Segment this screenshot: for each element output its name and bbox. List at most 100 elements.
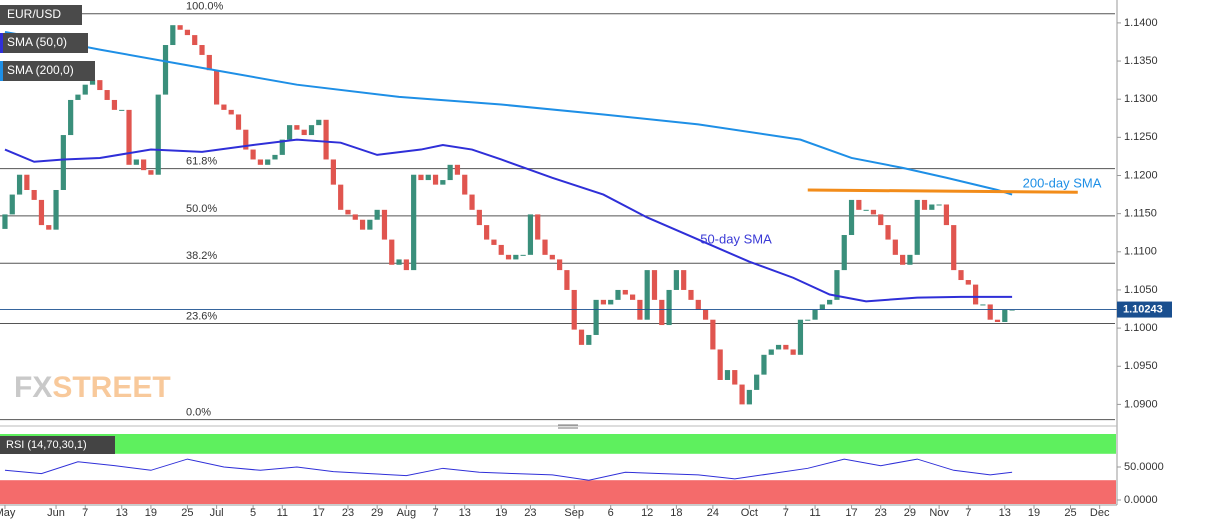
- candle-body: [827, 299, 833, 305]
- candle-body: [31, 189, 37, 200]
- candle-body: [345, 209, 351, 215]
- legend-swatch: [0, 61, 3, 81]
- x-tick-label: 13: [459, 507, 471, 519]
- y-tick-label: 1.1300: [1124, 93, 1158, 105]
- candle-body: [192, 35, 198, 46]
- candle-body: [586, 334, 592, 345]
- candle-body: [352, 214, 358, 220]
- x-tick-label: Oct: [741, 507, 758, 519]
- x-tick-label: 23: [875, 507, 887, 519]
- candle-body: [564, 270, 570, 290]
- candle-body: [403, 259, 409, 271]
- candle-body: [126, 109, 132, 165]
- sma-line: [4, 138, 1013, 303]
- last-price-label: 1.10243: [1123, 303, 1163, 315]
- x-tick-label: 7: [965, 507, 971, 519]
- x-tick-label: 23: [524, 507, 536, 519]
- candle-body: [841, 235, 847, 271]
- candle-body: [746, 389, 752, 405]
- candle-body: [856, 199, 862, 210]
- candle-body: [199, 45, 205, 55]
- x-tick-label: 17: [845, 507, 857, 519]
- x-tick-label: 12: [641, 507, 653, 519]
- candle-body: [89, 80, 96, 85]
- x-tick-label: 5: [250, 507, 256, 519]
- rsi-tick-label: 0.0000: [1124, 494, 1158, 506]
- candle-body: [921, 199, 928, 210]
- candle-body: [848, 199, 855, 236]
- candle-body: [739, 384, 745, 405]
- legend-label: EUR/USD: [7, 7, 61, 21]
- candle-body: [221, 104, 227, 110]
- candle-body: [418, 174, 424, 181]
- candle-body: [68, 99, 74, 136]
- x-tick-label: 7: [432, 507, 438, 519]
- legend-label: SMA (200,0): [7, 63, 74, 77]
- candle-body: [476, 209, 482, 226]
- candle-body: [812, 309, 818, 320]
- oversold-zone: [0, 480, 1116, 504]
- y-tick-label: 1.1100: [1124, 246, 1157, 258]
- candle-body: [629, 294, 636, 300]
- candle-body: [557, 259, 563, 271]
- candle-body: [432, 174, 439, 185]
- candle-body: [2, 214, 8, 229]
- candle-body: [425, 174, 431, 181]
- candle-body: [148, 170, 154, 175]
- candle-body: [505, 254, 512, 260]
- candle-body: [170, 25, 176, 46]
- candle-body: [754, 374, 760, 390]
- candle-body: [316, 119, 322, 126]
- candle-body: [82, 84, 88, 95]
- x-tick-label: Dec: [1090, 507, 1110, 519]
- overbought-zone: [0, 434, 1116, 454]
- candle-body: [863, 209, 869, 211]
- last-price-box: [1117, 301, 1172, 318]
- candle-body: [462, 174, 468, 195]
- candle-body: [184, 29, 191, 36]
- rsi-tick-label: 50.0000: [1124, 461, 1164, 473]
- candle-body: [279, 139, 285, 155]
- candle-body: [929, 204, 935, 210]
- candle-body: [177, 25, 183, 30]
- candle-body: [38, 199, 45, 226]
- x-tick-label: May: [0, 507, 16, 519]
- rsi-line: [4, 458, 1013, 481]
- candle-body: [600, 299, 607, 305]
- candle-body: [870, 209, 877, 215]
- candle-body: [440, 180, 446, 185]
- candle-body: [622, 289, 628, 295]
- watermark-street: STREET: [52, 371, 170, 404]
- x-tick-label: 17: [313, 507, 325, 519]
- candle-body: [257, 159, 263, 165]
- candle-body: [732, 370, 738, 385]
- legend-swatch: [0, 33, 3, 53]
- candle-body: [535, 214, 541, 240]
- candle-body: [243, 129, 249, 150]
- candle-body: [60, 135, 66, 190]
- candle-body: [987, 304, 993, 320]
- candle-body: [162, 45, 169, 95]
- candle-body: [717, 349, 723, 380]
- candle-body: [469, 194, 475, 210]
- candle-body: [943, 204, 950, 226]
- candle-body: [330, 159, 336, 185]
- candle-body: [710, 319, 716, 350]
- candle-body: [374, 209, 380, 220]
- candle-body: [994, 319, 1001, 322]
- candle-body: [491, 239, 497, 245]
- x-tick-label: 11: [277, 507, 288, 519]
- x-tick-label: 19: [1028, 507, 1040, 519]
- rsi-legend: RSI (14,70,30,1): [0, 436, 115, 454]
- candle-body: [272, 154, 278, 160]
- y-tick-label: 1.1150: [1124, 208, 1157, 220]
- candle-body: [775, 344, 782, 350]
- y-tick-label: 1.1000: [1124, 322, 1158, 334]
- candle-body: [907, 254, 913, 265]
- candle-body: [308, 125, 315, 136]
- candle-body: [411, 174, 417, 271]
- candle-body: [301, 129, 307, 136]
- candle-body: [228, 109, 234, 115]
- x-tick-label: 13: [999, 507, 1011, 519]
- candle-body: [724, 370, 731, 380]
